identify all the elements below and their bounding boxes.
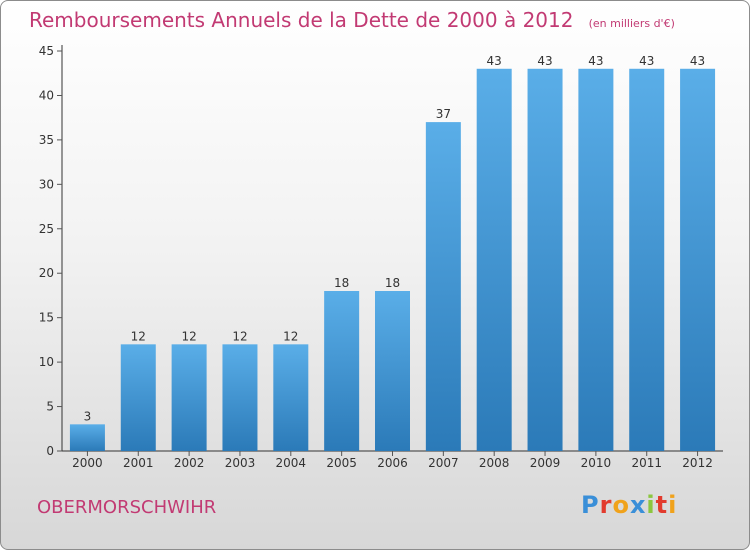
y-tick-label: 5 <box>46 400 54 414</box>
bar-2007 <box>425 122 461 451</box>
y-tick-label: 0 <box>46 444 54 458</box>
data-label: 43 <box>588 54 603 68</box>
y-axis: 0 5 10 15 20 25 30 35 40 45 <box>39 44 63 458</box>
x-tick-label: 2001 <box>123 456 154 470</box>
data-label: 43 <box>487 54 502 68</box>
data-label: 12 <box>131 329 146 343</box>
logo-letter: i <box>646 491 656 519</box>
chart-subtitle: (en milliers d'€) <box>588 17 675 30</box>
y-tick-label: 40 <box>39 88 54 102</box>
y-tick-label: 45 <box>39 44 54 58</box>
bar-2005 <box>324 291 360 451</box>
bar-2008 <box>476 68 512 452</box>
city-name: OBERMORSCHWIHR <box>37 497 217 518</box>
x-tick-label: 2009 <box>530 456 561 470</box>
bar-2012 <box>680 68 716 452</box>
x-tick-label: 2010 <box>581 456 612 470</box>
x-axis: 2000 2001 2002 2003 2004 2005 2006 2007 2008 2009… <box>62 450 723 470</box>
data-label: 18 <box>334 276 349 290</box>
x-tick-label: 2002 <box>174 456 205 470</box>
proxiti-logo[interactable]: Proxiti <box>581 491 677 519</box>
chart-title-row: Remboursements Annuels de la Dette de 20… <box>29 8 675 32</box>
chart-title: Remboursements Annuels de la Dette de 20… <box>29 8 574 32</box>
x-tick-label: 2012 <box>682 456 713 470</box>
bar-2003 <box>222 344 258 451</box>
data-label: 43 <box>537 54 552 68</box>
data-label: 43 <box>639 54 654 68</box>
data-label: 12 <box>283 329 298 343</box>
bar-2002 <box>171 344 207 451</box>
y-tick-label: 25 <box>39 222 54 236</box>
bar-2000 <box>69 424 105 451</box>
data-label: 37 <box>436 107 451 121</box>
x-tick-label: 2006 <box>377 456 408 470</box>
logo-letter: i <box>668 491 678 519</box>
logo-letter: r <box>599 491 613 519</box>
x-tick-label: 2011 <box>631 456 662 470</box>
bar-2001 <box>120 344 156 451</box>
logo-letter: x <box>629 491 647 519</box>
x-tick-label: 2000 <box>72 456 103 470</box>
bar-2010 <box>578 68 614 452</box>
logo-letter: o <box>612 491 630 519</box>
data-label: 12 <box>181 329 196 343</box>
x-tick-label: 2008 <box>479 456 510 470</box>
x-tick-label: 2004 <box>276 456 307 470</box>
data-label: 3 <box>84 409 92 423</box>
bar-2011 <box>629 68 665 452</box>
x-tick-label: 2007 <box>428 456 459 470</box>
y-tick-label: 20 <box>39 266 54 280</box>
y-tick-label: 15 <box>39 311 54 325</box>
bar-2004 <box>273 344 309 451</box>
logo-letter: t <box>655 491 669 519</box>
bar-2009 <box>527 68 563 452</box>
x-tick-label: 2005 <box>326 456 357 470</box>
logo-letter: P <box>581 491 600 519</box>
bar-2006 <box>375 291 410 451</box>
y-tick-label: 35 <box>39 133 54 147</box>
data-label: 12 <box>232 329 247 343</box>
x-tick-label: 2003 <box>225 456 256 470</box>
data-labels: 3 12 12 12 12 18 18 37 43 43 43 43 43 <box>84 54 706 424</box>
data-label: 43 <box>690 54 705 68</box>
data-label: 18 <box>385 276 400 290</box>
y-tick-label: 30 <box>39 177 54 191</box>
bars <box>69 68 716 452</box>
y-tick-label: 10 <box>39 355 54 369</box>
